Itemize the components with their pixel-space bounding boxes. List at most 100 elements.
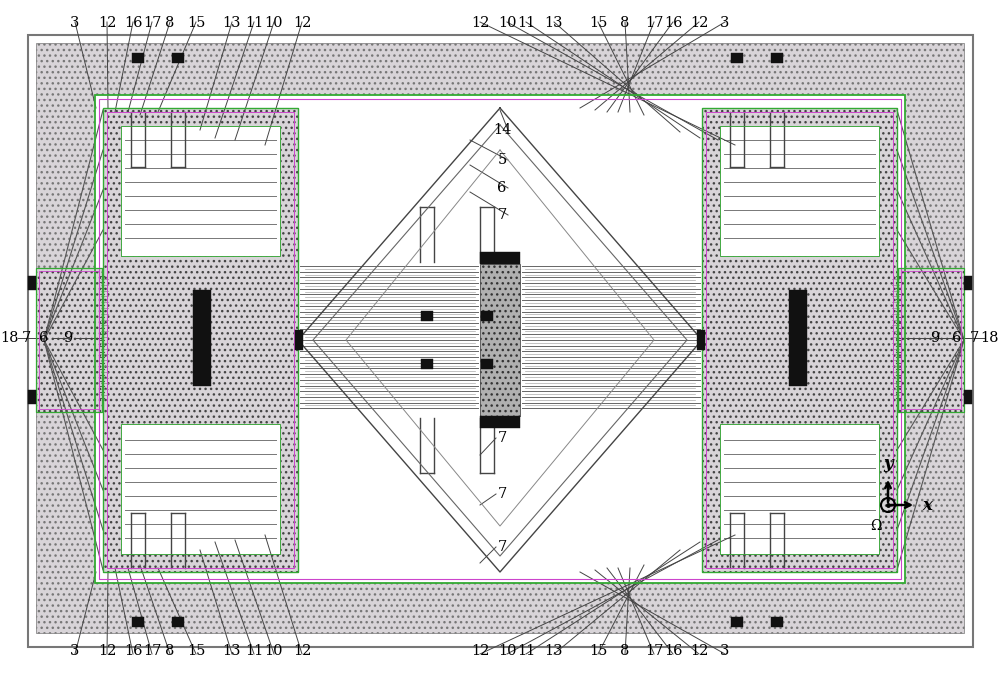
Text: 6: 6: [497, 181, 507, 195]
Text: 8: 8: [620, 16, 630, 30]
Text: 16: 16: [664, 644, 682, 658]
Text: 8: 8: [620, 644, 630, 658]
Text: 7: 7: [497, 431, 507, 445]
Bar: [789, 290, 807, 386]
Text: 11: 11: [517, 644, 535, 658]
Text: Ω: Ω: [870, 519, 882, 533]
Bar: [121, 126, 280, 256]
Bar: [481, 359, 493, 369]
Text: 18: 18: [1, 331, 19, 345]
Text: 10: 10: [498, 16, 516, 30]
Bar: [731, 617, 743, 627]
Text: 3: 3: [70, 644, 80, 658]
Bar: [172, 617, 184, 627]
Bar: [706, 112, 893, 568]
Text: 18: 18: [981, 331, 999, 345]
Bar: [172, 53, 184, 63]
Text: 6: 6: [952, 331, 962, 345]
Text: 10: 10: [265, 16, 283, 30]
Bar: [95, 95, 905, 583]
Bar: [771, 53, 783, 63]
Text: 12: 12: [471, 644, 489, 658]
Text: 12: 12: [98, 644, 116, 658]
Bar: [36, 268, 102, 412]
Text: 8: 8: [165, 644, 175, 658]
Text: 11: 11: [245, 16, 263, 30]
Text: 15: 15: [187, 644, 205, 658]
Text: 7: 7: [497, 540, 507, 554]
Text: 12: 12: [293, 644, 311, 658]
Text: 15: 15: [187, 16, 205, 30]
Bar: [39, 271, 99, 409]
Text: 13: 13: [223, 16, 241, 30]
Text: 10: 10: [498, 644, 516, 658]
Bar: [421, 359, 433, 369]
Bar: [901, 271, 961, 409]
Text: x: x: [922, 496, 932, 514]
Text: 17: 17: [143, 644, 161, 658]
Text: 8: 8: [165, 16, 175, 30]
Text: 17: 17: [143, 16, 161, 30]
Bar: [295, 330, 303, 350]
Bar: [121, 126, 280, 256]
Bar: [480, 264, 520, 416]
Bar: [193, 290, 211, 386]
Text: 15: 15: [589, 16, 607, 30]
Text: 3: 3: [720, 644, 730, 658]
Text: 15: 15: [589, 644, 607, 658]
Text: 5: 5: [497, 153, 507, 167]
Bar: [720, 424, 879, 554]
Bar: [898, 268, 964, 412]
Text: 6: 6: [39, 331, 49, 345]
Text: 17: 17: [645, 16, 663, 30]
Bar: [697, 330, 705, 350]
Bar: [103, 108, 298, 572]
Bar: [481, 311, 493, 321]
Text: 7: 7: [969, 331, 979, 345]
Text: 3: 3: [70, 16, 80, 30]
Text: 13: 13: [545, 16, 563, 30]
Bar: [99, 99, 901, 579]
Bar: [702, 108, 897, 572]
Text: 7: 7: [497, 487, 507, 501]
Text: 9: 9: [930, 331, 940, 345]
Text: y: y: [883, 455, 893, 472]
Text: 12: 12: [471, 16, 489, 30]
Text: 12: 12: [690, 644, 708, 658]
Bar: [720, 126, 879, 256]
Bar: [95, 95, 905, 583]
Text: 16: 16: [124, 644, 142, 658]
Bar: [421, 311, 433, 321]
Bar: [28, 276, 36, 290]
Bar: [964, 390, 972, 404]
Bar: [121, 424, 280, 554]
Bar: [720, 424, 879, 554]
Text: 14: 14: [493, 123, 511, 137]
Bar: [964, 276, 972, 290]
Text: 9: 9: [63, 331, 73, 345]
Text: 12: 12: [690, 16, 708, 30]
Bar: [107, 112, 294, 568]
Text: 7: 7: [497, 208, 507, 222]
Bar: [121, 424, 280, 554]
Text: 3: 3: [720, 16, 730, 30]
Text: 17: 17: [645, 644, 663, 658]
Bar: [36, 268, 102, 412]
Bar: [898, 268, 964, 412]
Text: 12: 12: [293, 16, 311, 30]
Text: 7: 7: [21, 331, 31, 345]
Bar: [103, 108, 298, 572]
Bar: [132, 617, 144, 627]
Text: 12: 12: [98, 16, 116, 30]
Bar: [480, 252, 520, 264]
Text: 11: 11: [517, 16, 535, 30]
Bar: [731, 53, 743, 63]
Bar: [771, 617, 783, 627]
Text: 16: 16: [664, 16, 682, 30]
Bar: [36, 43, 964, 633]
Text: 11: 11: [245, 644, 263, 658]
Text: 16: 16: [124, 16, 142, 30]
Bar: [720, 126, 879, 256]
Text: 10: 10: [265, 644, 283, 658]
Bar: [702, 108, 897, 572]
